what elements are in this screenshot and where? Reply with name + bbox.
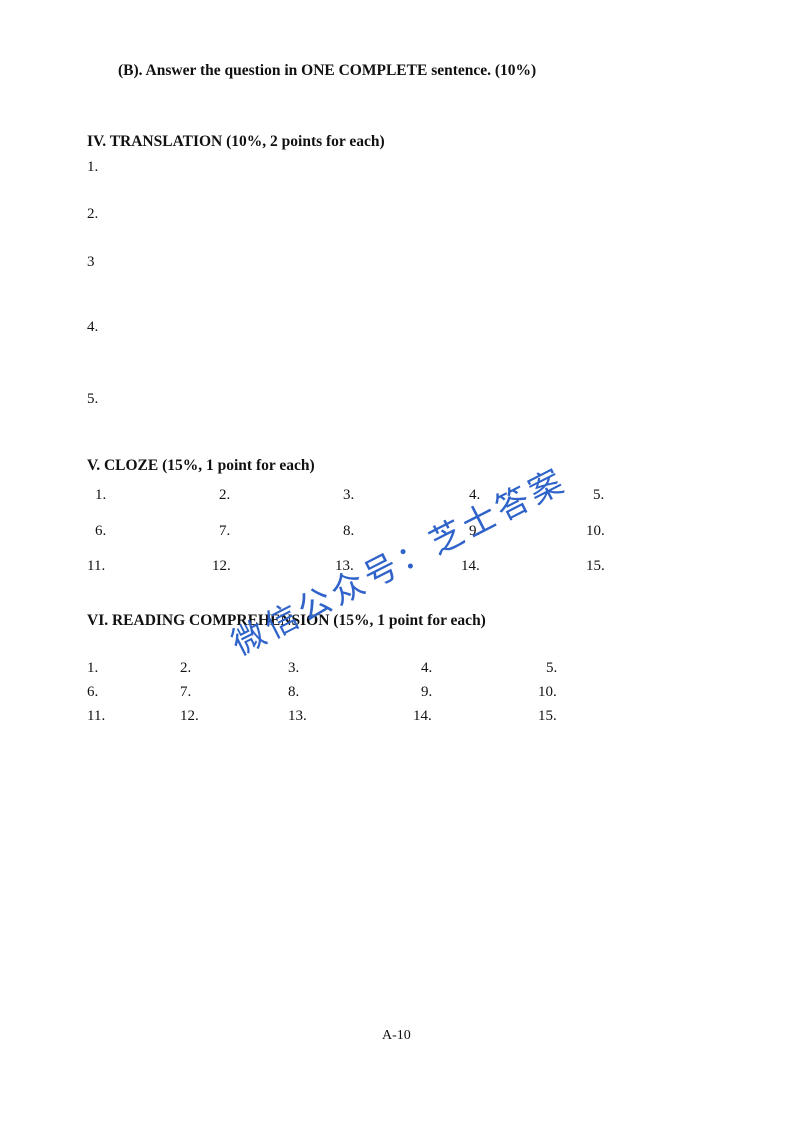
translation-item-4: 4. [87,319,99,335]
reading-answer-15: 15. [538,708,557,724]
page-number: A-10 [382,1028,411,1043]
translation-item-2: 2. [87,206,99,222]
b-question-heading: (B). Answer the question in ONE COMPLETE… [118,62,537,79]
cloze-answer-12: 12. [212,558,231,574]
cloze-answer-7: 7. [219,523,231,539]
reading-answer-14: 14. [413,708,432,724]
translation-item-5: 5. [87,391,99,407]
reading-heading: VI. READING COMPREHENSION (15%, 1 point … [87,612,486,629]
cloze-answer-1: 1. [95,487,107,503]
reading-answer-7: 7. [180,684,192,700]
cloze-answer-8: 8. [343,523,355,539]
reading-answer-3: 3. [288,660,300,676]
cloze-answer-14: 14. [461,558,480,574]
translation-item-1: 1. [87,159,99,175]
reading-answer-1: 1. [87,660,99,676]
cloze-answer-3: 3. [343,487,355,503]
cloze-answer-6: 6. [95,523,107,539]
reading-answer-6: 6. [87,684,99,700]
translation-heading: IV. TRANSLATION (10%, 2 points for each) [87,133,385,150]
reading-answer-12: 12. [180,708,199,724]
cloze-answer-13: 13. [335,558,354,574]
reading-answer-11: 11. [87,708,106,724]
reading-answer-9: 9. [421,684,433,700]
reading-answer-5: 5. [546,660,558,676]
reading-answer-8: 8. [288,684,300,700]
cloze-answer-2: 2. [219,487,231,503]
reading-answer-2: 2. [180,660,192,676]
cloze-answer-11: 11. [87,558,106,574]
cloze-heading: V. CLOZE (15%, 1 point for each) [87,457,315,474]
cloze-answer-4: 4. [469,487,481,503]
cloze-answer-9: 9. [469,523,481,539]
cloze-answer-5: 5. [593,487,605,503]
cloze-answer-15: 15. [586,558,605,574]
cloze-answer-10: 10. [586,523,605,539]
reading-answer-10: 10. [538,684,557,700]
reading-answer-13: 13. [288,708,307,724]
reading-answer-4: 4. [421,660,433,676]
translation-item-3: 3 [87,254,95,270]
